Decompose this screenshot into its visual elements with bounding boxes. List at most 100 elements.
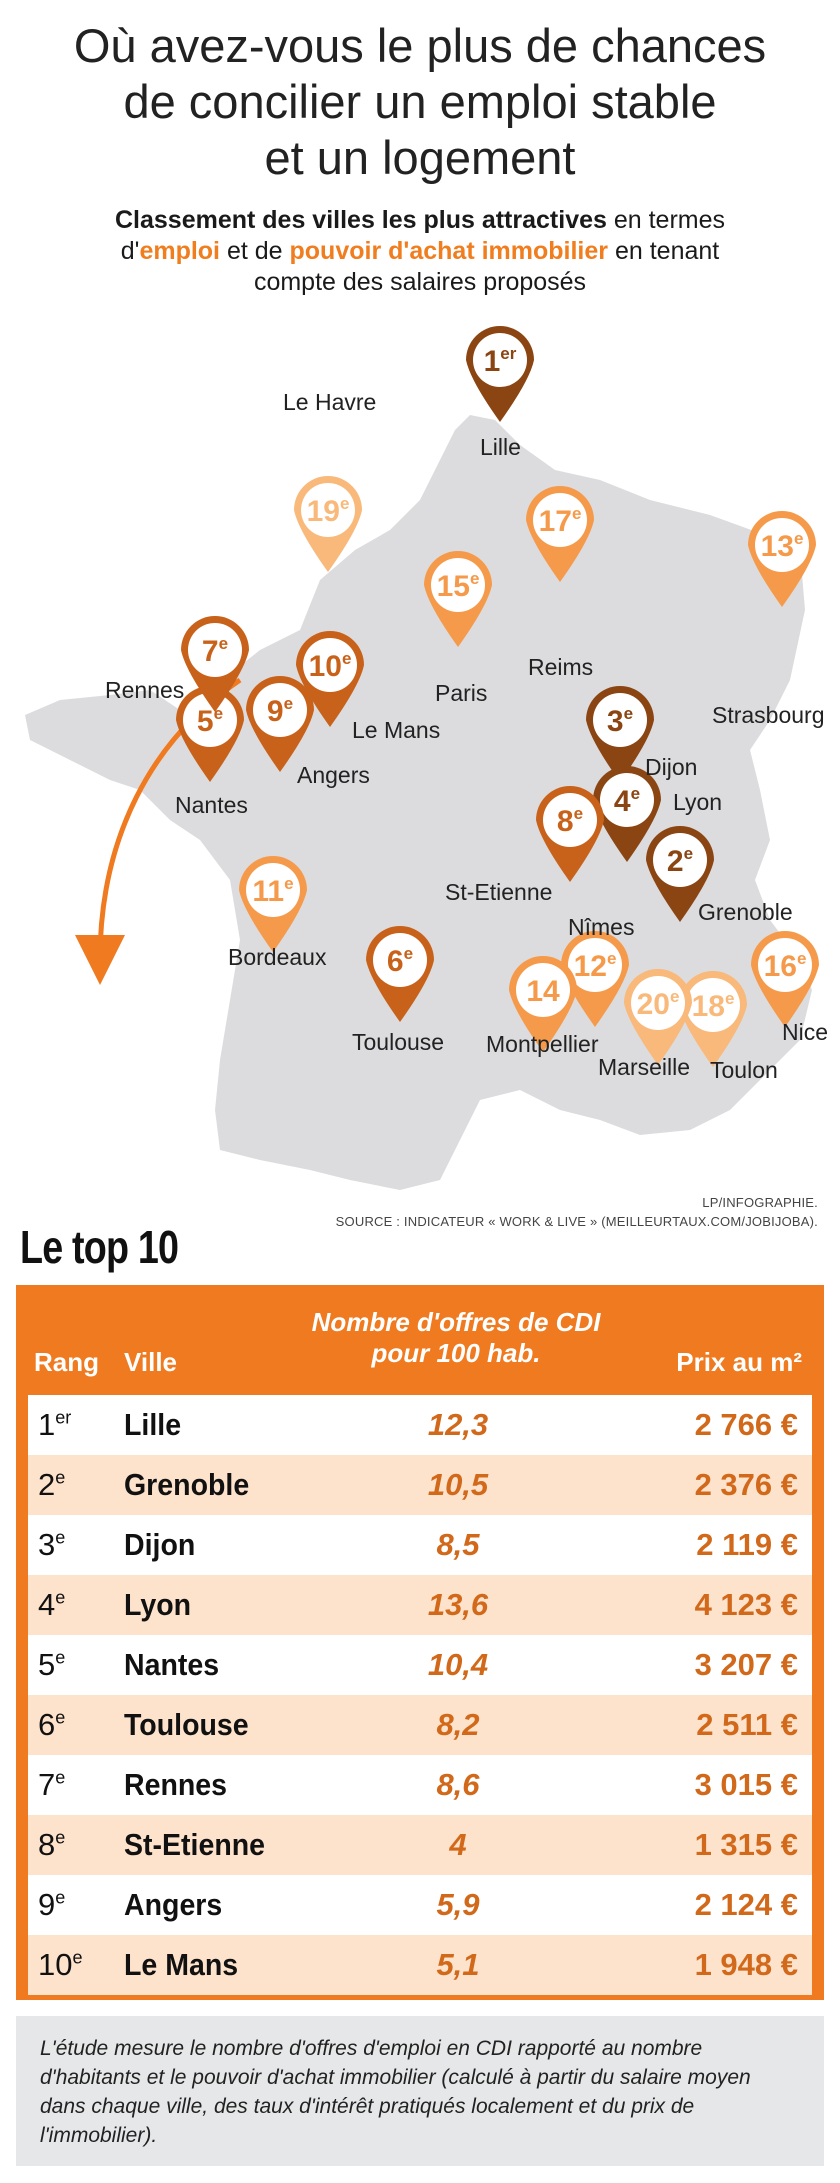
- pin-rank-suffix: e: [624, 704, 633, 723]
- city-label: Le Mans: [352, 717, 440, 743]
- pin-rank-number: 17: [539, 505, 572, 538]
- table-row: 3e Dijon 8,5 2 119 €: [28, 1515, 812, 1575]
- pin-rank-suffix: e: [572, 504, 581, 523]
- row-prix: 3 015 €: [694, 1767, 798, 1802]
- pin-inner: [533, 493, 587, 547]
- pin-rank-number: 12: [574, 950, 607, 983]
- pin-inner: [568, 938, 622, 992]
- city-labels: Lille Grenoble Dijon Lyon Nantes Toulouse Renn…: [105, 389, 828, 1083]
- page-title: Où avez-vous le plus de chances de conci…: [0, 18, 840, 186]
- map-pin: 17e: [526, 486, 594, 582]
- table-row: 6e Toulouse 8,2 2 511 €: [28, 1695, 812, 1755]
- row-rank: 9e: [38, 1887, 65, 1923]
- table-row: 8e St-Etienne 4 1 315 €: [28, 1815, 812, 1875]
- row-rank-suffix: e: [55, 1767, 66, 1788]
- top10-table: Rang Ville Nombre d'offres de CDI pour 1…: [16, 1285, 824, 2000]
- pin-rank-suffix: e: [342, 649, 351, 668]
- pin-rank-number: 7: [202, 635, 219, 668]
- map-pin: 1er: [466, 326, 534, 422]
- pin-rank: 10e: [309, 649, 352, 683]
- pin-rank-suffix: e: [631, 784, 640, 803]
- row-offres: 5,9: [436, 1887, 480, 1922]
- row-rank-number: 7: [38, 1767, 56, 1802]
- table-row: 9e Angers 5,9 2 124 €: [28, 1875, 812, 1935]
- row-rank-number: 1: [38, 1407, 56, 1442]
- map-pin: 3e: [586, 686, 654, 782]
- row-rank: 2e: [38, 1467, 65, 1503]
- row-city: Lyon: [124, 1587, 192, 1622]
- row-city: Angers: [124, 1887, 223, 1922]
- pin-rank: 9e: [267, 694, 293, 728]
- pin-rank-number: 11: [252, 875, 284, 908]
- pin-rank-suffix: e: [404, 944, 413, 963]
- row-rank-suffix: e: [55, 1467, 66, 1488]
- table-row: 4e Lyon 13,6 4 123 €: [28, 1575, 812, 1635]
- pin-inner: [431, 558, 485, 612]
- pin-rank-number: 14: [526, 975, 560, 1008]
- city-label: Strasbourg: [712, 702, 825, 728]
- pin-rank: 8e: [557, 804, 583, 838]
- pin-rank-suffix: e: [794, 529, 803, 548]
- row-rank: 7e: [38, 1767, 65, 1803]
- city-label: Grenoble: [698, 899, 793, 925]
- table-body: 1er Lille 12,3 2 766 €2e Grenoble 10,5 2 376 €…: [28, 1395, 812, 1995]
- subtitle-text-4: en tenant: [608, 237, 720, 265]
- pin-inner: [373, 933, 427, 987]
- pin-rank-suffix: e: [670, 987, 679, 1006]
- pin-rank: 16e: [764, 949, 807, 983]
- row-rank-number: 10: [38, 1947, 73, 1982]
- pin-rank: 13e: [761, 529, 804, 563]
- row-city: Rennes: [124, 1767, 228, 1802]
- city-label: Toulon: [710, 1057, 778, 1083]
- pin-inner: [593, 693, 647, 747]
- pin-rank: 19e: [307, 494, 350, 528]
- pin-rank: 14: [526, 975, 560, 1008]
- methodology-note: L'étude mesure le nombre d'offres d'empl…: [16, 2016, 824, 2166]
- pin-inner: [246, 863, 300, 917]
- row-offres: 10,5: [427, 1467, 489, 1502]
- header-offres: Nombre d'offres de CDI pour 100 hab.: [306, 1307, 606, 1369]
- pin-rank-suffix: e: [284, 694, 293, 713]
- pin-rank-number: 9: [267, 695, 284, 728]
- pin-rank-number: 20: [637, 988, 670, 1021]
- map-pin: 9e: [246, 676, 314, 772]
- map-pin: 10e: [296, 631, 364, 727]
- pin-rank: 18e: [692, 989, 735, 1023]
- pin-rank-suffix: e: [684, 844, 693, 863]
- top10-title: Le top 10: [20, 1221, 179, 1273]
- row-rank-number: 9: [38, 1887, 56, 1922]
- map-pin: 6e: [366, 926, 434, 1022]
- row-prix: 4 123 €: [694, 1587, 798, 1622]
- city-label: Toulouse: [352, 1029, 444, 1055]
- row-rank: 5e: [38, 1647, 65, 1683]
- pin-inner: [183, 693, 237, 747]
- pin-rank-suffix: e: [214, 704, 223, 723]
- pin-rank-number: 15: [437, 570, 470, 603]
- row-rank-number: 6: [38, 1707, 56, 1742]
- row-prix: 2 511 €: [696, 1707, 798, 1742]
- city-label: Nantes: [175, 792, 248, 818]
- pin-rank: 17e: [539, 504, 582, 538]
- header-prix: Prix au m²: [676, 1347, 802, 1377]
- map-pin: 13e: [748, 511, 816, 607]
- city-label: Bordeaux: [228, 944, 327, 970]
- pin-inner: [758, 938, 812, 992]
- map-pin: 4e: [593, 766, 661, 862]
- row-rank-suffix: e: [55, 1587, 66, 1608]
- header-rang: Rang: [34, 1347, 99, 1377]
- city-label: Lille: [480, 434, 521, 460]
- map-pin: 8e: [536, 786, 604, 882]
- row-city: St-Etienne: [124, 1827, 266, 1862]
- pin-rank: 20e: [637, 987, 680, 1021]
- row-city: Grenoble: [124, 1467, 250, 1502]
- pin-inner: [543, 793, 597, 847]
- pin-rank-number: 10: [309, 650, 342, 683]
- pin-rank-suffix: e: [797, 949, 806, 968]
- row-prix: 1 315 €: [694, 1827, 798, 1862]
- row-rank-suffix: e: [55, 1527, 66, 1548]
- row-city: Le Mans: [124, 1947, 239, 1982]
- source-line-2: SOURCE : INDICATEUR « WORK & LIVE » (MEI…: [335, 1214, 818, 1229]
- table-row: 2e Grenoble 10,5 2 376 €: [28, 1455, 812, 1515]
- city-label: Marseille: [598, 1054, 690, 1080]
- pin-rank-suffix: er: [500, 344, 516, 363]
